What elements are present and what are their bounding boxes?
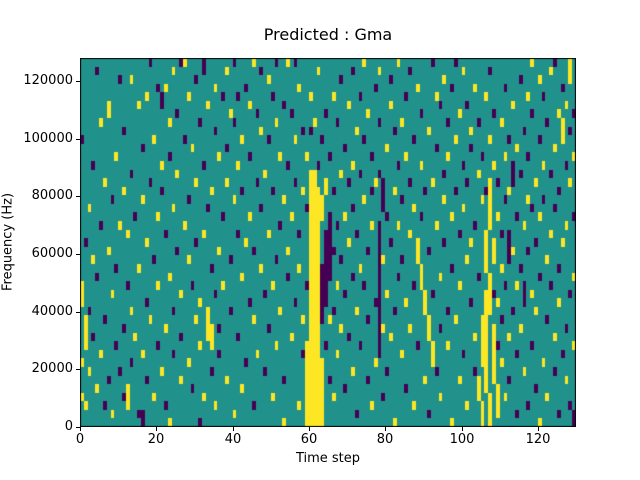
x-tick-mark	[80, 427, 81, 431]
x-tick-mark	[233, 427, 234, 431]
y-tick-label: 60000	[31, 246, 73, 261]
x-tick-label: 20	[147, 432, 165, 447]
y-tick-label: 100000	[23, 131, 73, 146]
y-tick-mark	[76, 427, 80, 428]
y-tick-mark	[76, 312, 80, 313]
y-tick-label: 120000	[23, 73, 73, 88]
y-tick-label: 40000	[31, 304, 73, 319]
plot-title: Predicted : Gma	[263, 25, 393, 44]
y-tick-mark	[76, 196, 80, 197]
x-tick-label: 0	[75, 432, 85, 447]
x-tick-mark	[309, 427, 310, 431]
x-tick-label: 100	[449, 432, 475, 447]
y-tick-mark	[76, 254, 80, 255]
x-tick-label: 40	[224, 432, 242, 447]
heatmap-canvas	[80, 58, 576, 427]
y-tick-label: 0	[64, 419, 73, 434]
x-tick-label: 80	[376, 432, 394, 447]
y-tick-mark	[76, 369, 80, 370]
x-tick-mark	[385, 427, 386, 431]
y-tick-mark	[76, 81, 80, 82]
y-tick-mark	[76, 139, 80, 140]
y-axis-label: Frequency (Hz)	[0, 192, 16, 292]
y-tick-label: 20000	[31, 361, 73, 376]
x-tick-label: 120	[525, 432, 551, 447]
x-tick-mark	[156, 427, 157, 431]
x-tick-mark	[462, 427, 463, 431]
x-tick-mark	[538, 427, 539, 431]
x-tick-label: 60	[300, 432, 318, 447]
y-tick-label: 80000	[31, 188, 73, 203]
x-axis-label: Time step	[295, 451, 361, 466]
